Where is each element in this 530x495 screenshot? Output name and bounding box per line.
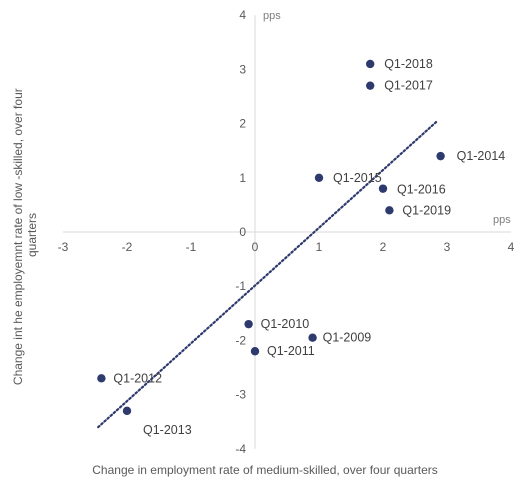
y-tick-label: 0 [239, 225, 246, 239]
trendline [97, 119, 439, 429]
data-label: Q1-2014 [457, 149, 506, 163]
x-tick-label: 4 [508, 240, 515, 254]
y-tick-label: -4 [235, 442, 246, 456]
data-point [97, 374, 106, 383]
x-tick-label: -1 [186, 240, 197, 254]
x-tick-label: 2 [380, 240, 387, 254]
data-point [366, 59, 375, 69]
data-label: Q1-2017 [384, 79, 433, 93]
data-point [244, 319, 253, 329]
data-label: Q1-2010 [261, 317, 310, 331]
x-tick-label: 0 [252, 240, 259, 254]
y-tick-label: 3 [239, 62, 246, 76]
data-label: Q1-2018 [384, 57, 433, 71]
data-point [436, 151, 445, 161]
x-axis-title: Change in employment rate of medium-skil… [92, 463, 438, 477]
y-tick-label: -1 [235, 279, 246, 293]
data-point [250, 347, 260, 356]
x-tick-label: -2 [122, 240, 133, 254]
y-tick-label: 1 [239, 171, 246, 185]
y-axis-title: Change int he employemnt rate of low -sk… [11, 85, 39, 385]
data-point [122, 406, 132, 416]
y-tick-label: -2 [235, 333, 246, 347]
x-axis-unit: pps [493, 214, 511, 226]
x-tick-label: 3 [444, 240, 451, 254]
data-point [308, 333, 317, 342]
data-label: Q1-2013 [143, 423, 192, 437]
data-point [378, 184, 388, 193]
data-label: Q1-2011 [267, 344, 315, 358]
data-label: Q1-2019 [402, 203, 451, 217]
y-axis-title-line-1: Change int he employemnt rate of low -sk… [11, 88, 25, 385]
x-tick-label: -3 [58, 240, 69, 254]
y-tick-label: 4 [239, 8, 246, 22]
data-label: Q1-2015 [333, 171, 382, 185]
data-point [385, 206, 394, 215]
y-tick-label: -3 [235, 388, 246, 402]
data-point [366, 81, 375, 90]
point-labels: Q1-2009 Q1-2010 Q1-2011 Q1-2012 Q1-2013 Q1-20… [113, 57, 505, 437]
data-label: Q1-2016 [397, 183, 446, 197]
data-label: Q1-2009 [323, 331, 372, 345]
data-point [314, 173, 324, 182]
data-label: Q1-2012 [113, 371, 162, 385]
axes: -3 -2 -1 0 1 2 3 4 4 3 2 1 0 -1 -2 -3 -4 [58, 8, 515, 456]
trendline-group [97, 119, 439, 429]
data-points [97, 59, 445, 416]
y-axis-title-line-2: quarters [25, 213, 39, 257]
x-tick-label: 1 [316, 240, 323, 254]
y-axis-unit: pps [263, 10, 281, 22]
y-tick-label: 2 [239, 117, 246, 131]
